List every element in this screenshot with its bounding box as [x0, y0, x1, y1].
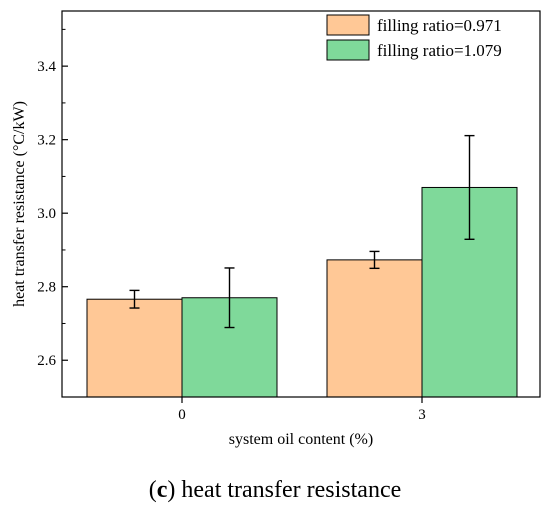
y-tick-label: 3.4 — [37, 59, 56, 75]
error-bar — [464, 134, 475, 240]
bar — [326, 259, 423, 398]
caption-letter: c — [157, 477, 168, 503]
bar — [86, 298, 183, 398]
legend-label: filling ratio=1.079 — [377, 41, 502, 60]
y-axis-title: heat transfer resistance (°C/kW) — [11, 101, 28, 307]
legend: filling ratio=0.971 filling ratio=1.079 — [326, 14, 502, 61]
y-tick-label: 2.8 — [37, 280, 56, 296]
caption-suffix: ) heat transfer resistance — [167, 477, 401, 503]
legend-swatch — [326, 14, 370, 36]
error-bars-layer — [129, 134, 475, 329]
figure-caption: (c) heat transfer resistance — [149, 477, 402, 503]
error-bar — [369, 250, 380, 270]
y-axis-ticks: 2.6 2.8 3.0 3.2 3.4 — [37, 28, 68, 369]
caption-prefix: ( — [149, 477, 157, 503]
y-tick-label: 3.0 — [37, 206, 56, 222]
bars-layer — [86, 186, 518, 398]
y-tick-label: 2.6 — [37, 353, 56, 369]
x-tick-label: 0 — [178, 407, 186, 423]
error-bar — [129, 289, 140, 309]
x-tick-label: 3 — [418, 407, 426, 423]
legend-label: filling ratio=0.971 — [377, 16, 502, 35]
x-axis-title: system oil content (%) — [229, 431, 373, 448]
plot-frame — [61, 10, 541, 398]
legend-swatch — [326, 39, 370, 61]
error-bar — [224, 267, 235, 329]
y-tick-label: 3.2 — [37, 133, 56, 149]
